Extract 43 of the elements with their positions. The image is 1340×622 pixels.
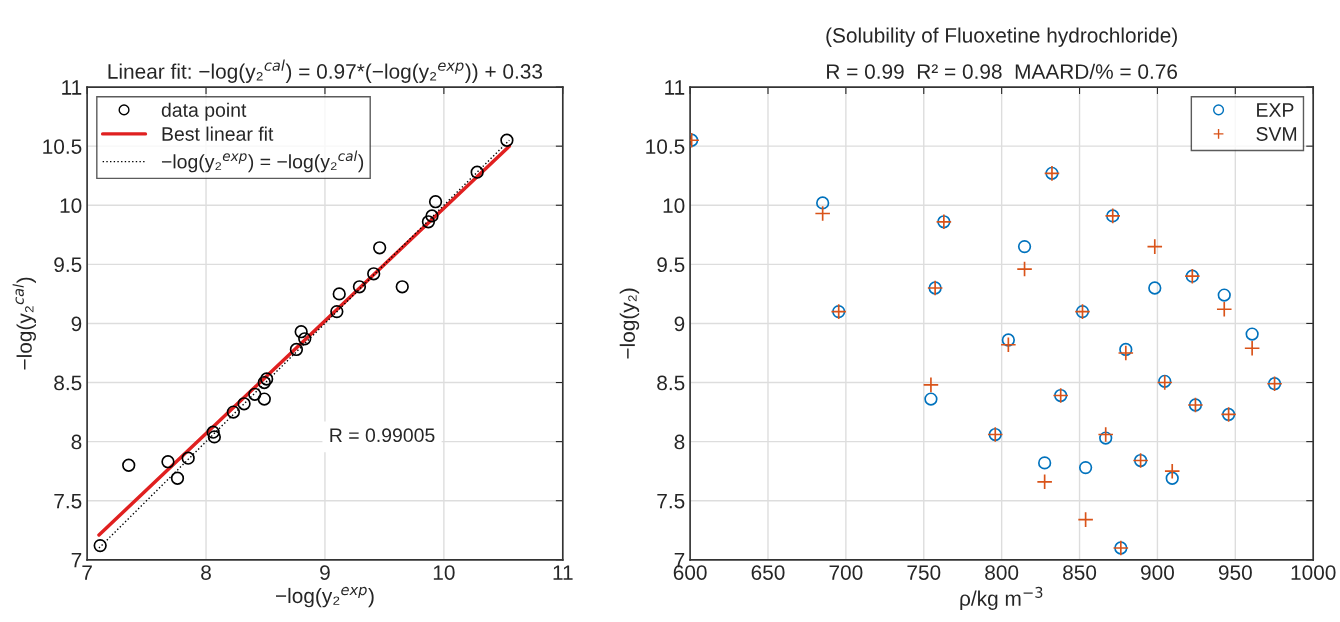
y-tick-label: 10	[60, 198, 82, 214]
annotation: R = 0.99005	[330, 428, 435, 443]
y-tick-label: 7	[71, 553, 82, 568]
x-axis-title: ρ/kg m$^{−3}$	[960, 586, 1043, 610]
x-tick-label: 10	[433, 565, 455, 580]
y-tick-label: 8.5	[54, 375, 82, 391]
x-tick-label: 950	[1218, 565, 1252, 580]
chart-subtitle: R = 0.99 R² = 0.98 MAARD/% = 0.76	[827, 63, 1178, 79]
legend-label: data point	[161, 102, 247, 121]
x-tick-label: 8	[201, 565, 211, 580]
y-tick-label: 10.5	[646, 139, 685, 154]
legend-label: SVM	[1256, 127, 1297, 141]
x-tick-label: 850	[1063, 565, 1097, 580]
legend-label: Best linear fit	[162, 126, 274, 141]
y-tick-label: 8	[71, 434, 82, 450]
x-tick-label: 900	[1141, 565, 1174, 580]
chart-title: Linear fit: −log(y₂$^{cal}$) = 0.97*(−log(y₂$^{exp}$)) + 0.33	[108, 59, 543, 83]
x-tick-label: 9	[320, 565, 330, 580]
y-axis-title: −log(y₂$^{cal}$)	[12, 277, 36, 370]
y-tick-label: 9	[674, 316, 685, 332]
y-tick-label: 8	[674, 434, 685, 450]
y-tick-label: 10.5	[43, 139, 82, 154]
y-tick-label: 8.5	[657, 375, 685, 391]
y-tick-label: 11	[62, 80, 82, 95]
y-tick-label: 9.5	[54, 257, 82, 273]
y-tick-label: 11	[665, 80, 685, 95]
chart-title: (Solubility of Fluoxetine hydrochloride)	[826, 27, 1177, 47]
x-tick-label: 1000	[1291, 565, 1336, 580]
x-tick-label: 700	[829, 565, 863, 580]
legend-label: −log(y₂$^{exp}$) = −log(y₂$^{cal}$)	[161, 150, 364, 173]
legend-label: EXP	[1257, 103, 1294, 117]
y-tick-label: 7.5	[657, 493, 685, 509]
x-tick-label: 800	[985, 565, 1019, 580]
x-tick-label: 11	[553, 565, 573, 580]
y-axis-title: −log(y₂)	[619, 288, 640, 359]
y-tick-label: 9	[71, 316, 82, 332]
x-tick-label: 650	[751, 565, 785, 580]
x-tick-label: 7	[82, 565, 92, 580]
y-tick-label: 7.5	[54, 493, 82, 509]
x-tick-label: 750	[907, 565, 941, 580]
y-tick-label: 9.5	[657, 257, 685, 273]
y-tick-label: 10	[663, 198, 685, 214]
x-axis-title: −log(y₂$^{exp}$)	[275, 586, 374, 608]
